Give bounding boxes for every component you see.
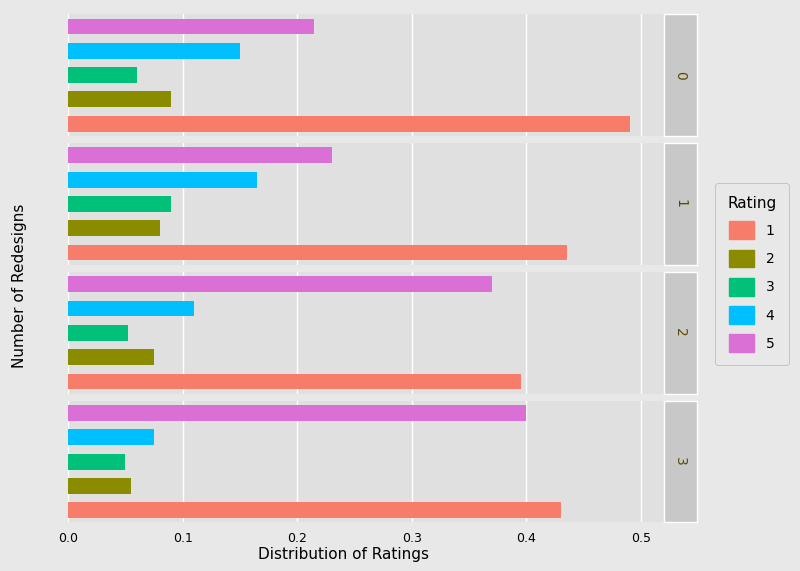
Bar	[68, 172, 257, 187]
Bar	[68, 429, 154, 445]
Bar	[68, 478, 131, 494]
Bar	[68, 276, 492, 292]
Bar	[68, 502, 561, 518]
Bar	[68, 454, 126, 469]
Bar	[68, 147, 332, 163]
Bar	[68, 220, 160, 236]
Bar	[68, 196, 171, 212]
Bar	[68, 300, 194, 316]
Bar	[68, 244, 566, 260]
Bar	[68, 67, 137, 83]
Bar	[68, 405, 526, 421]
Bar	[68, 116, 630, 131]
Bar	[68, 91, 171, 107]
Bar	[68, 349, 154, 365]
Bar	[68, 325, 128, 341]
Bar	[68, 373, 521, 389]
Legend: 1, 2, 3, 4, 5: 1, 2, 3, 4, 5	[715, 183, 789, 365]
Bar	[68, 43, 240, 59]
Text: Number of Redesigns: Number of Redesigns	[13, 203, 27, 368]
Bar	[68, 18, 314, 34]
Text: Distribution of Ratings: Distribution of Ratings	[258, 548, 430, 562]
